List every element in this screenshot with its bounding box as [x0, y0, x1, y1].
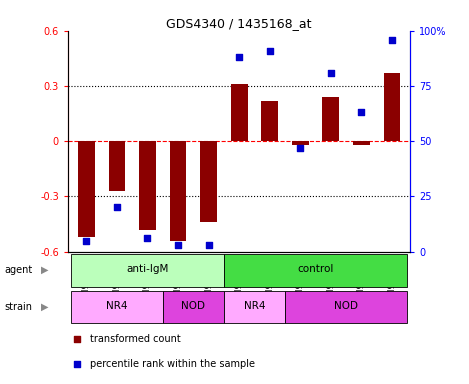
- Point: [83, 238, 90, 244]
- Title: GDS4340 / 1435168_at: GDS4340 / 1435168_at: [166, 17, 312, 30]
- Point: [205, 242, 212, 248]
- Point: [266, 48, 273, 54]
- Point: [296, 145, 304, 151]
- Text: NOD: NOD: [182, 301, 205, 311]
- Bar: [139, 141, 156, 230]
- Text: anti-IgM: anti-IgM: [126, 264, 169, 274]
- Text: agent: agent: [5, 265, 33, 275]
- Point: [388, 36, 396, 43]
- Point: [358, 109, 365, 116]
- Bar: [231, 84, 248, 141]
- Bar: [163, 291, 224, 323]
- Bar: [71, 254, 224, 286]
- Text: ▶: ▶: [41, 265, 48, 275]
- Bar: [224, 254, 407, 286]
- Bar: [353, 141, 370, 145]
- Text: strain: strain: [5, 302, 33, 312]
- Text: ▶: ▶: [41, 302, 48, 312]
- Bar: [261, 101, 278, 141]
- Point: [235, 54, 243, 60]
- Point: [73, 361, 80, 367]
- Bar: [108, 141, 125, 191]
- Text: NR4: NR4: [106, 301, 128, 311]
- Bar: [292, 141, 309, 145]
- Text: percentile rank within the sample: percentile rank within the sample: [90, 359, 255, 369]
- Point: [73, 336, 80, 342]
- Bar: [78, 141, 95, 237]
- Text: control: control: [297, 264, 334, 274]
- Text: NR4: NR4: [244, 301, 265, 311]
- Point: [327, 70, 335, 76]
- Point: [144, 235, 151, 242]
- Bar: [224, 291, 285, 323]
- Bar: [323, 97, 339, 141]
- Bar: [71, 291, 163, 323]
- Text: NOD: NOD: [334, 301, 358, 311]
- Point: [174, 242, 182, 248]
- Bar: [384, 73, 401, 141]
- Bar: [170, 141, 187, 241]
- Bar: [200, 141, 217, 222]
- Text: transformed count: transformed count: [90, 334, 181, 344]
- Point: [113, 204, 121, 210]
- Bar: [285, 291, 407, 323]
